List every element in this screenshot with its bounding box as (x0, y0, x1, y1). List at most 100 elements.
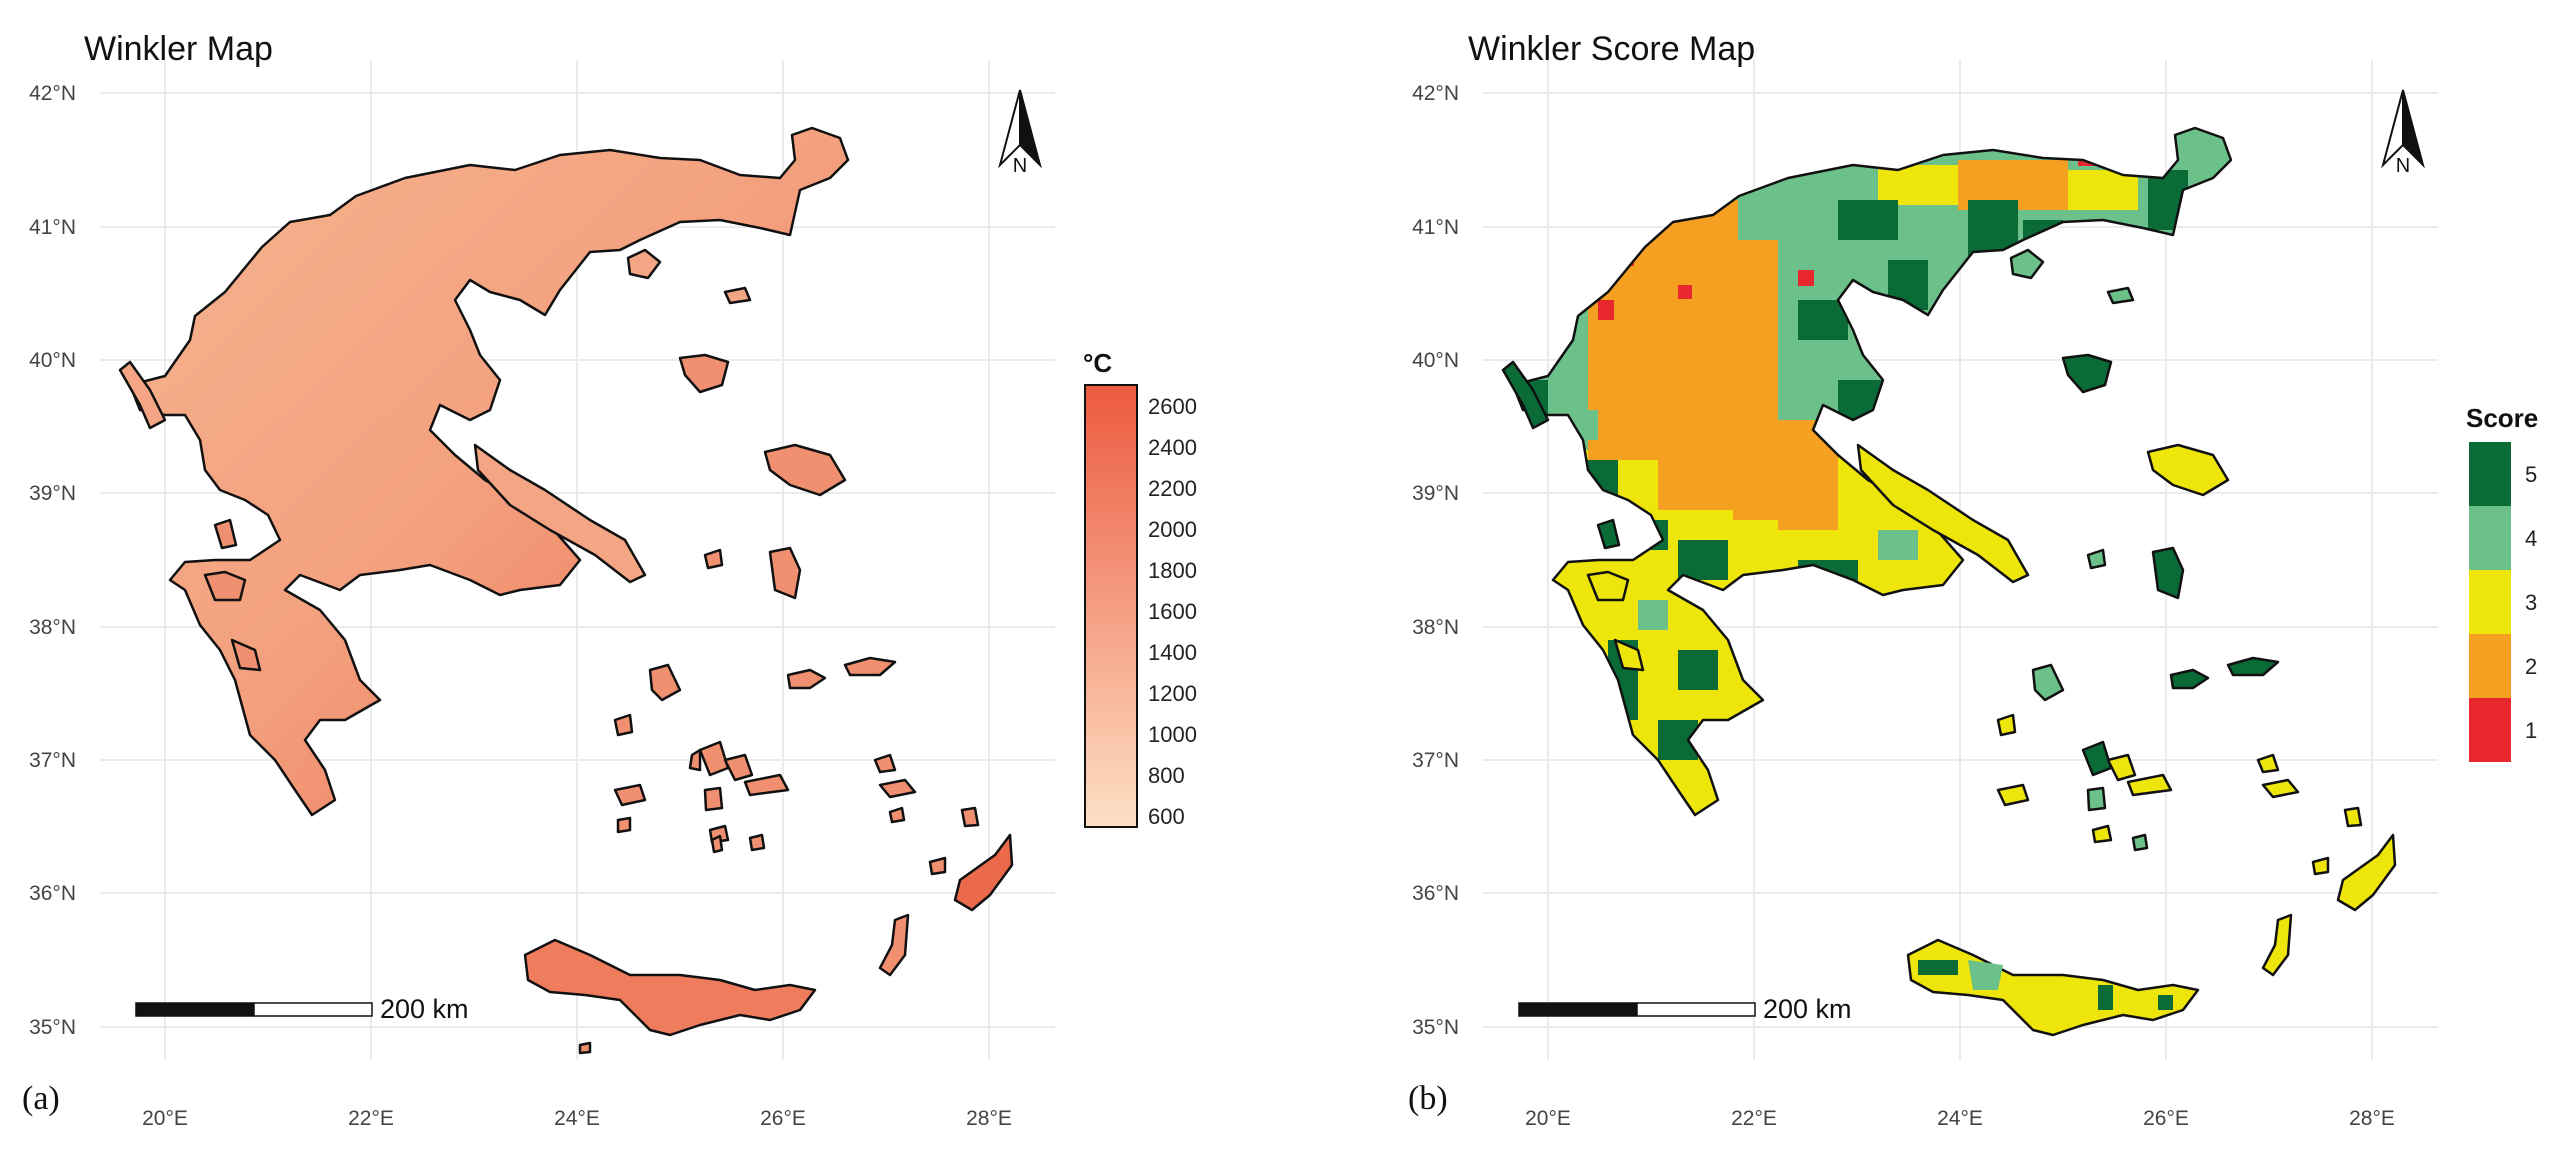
dodecanese-island (2256, 753, 2280, 774)
lefkada-island (213, 518, 238, 550)
dodecanese-island (960, 806, 980, 828)
skyros-island (2086, 548, 2107, 570)
zakynthos-island (230, 638, 262, 672)
cyclades-island (698, 740, 730, 777)
lesvos-island (2146, 443, 2230, 497)
scale-bar (1518, 1002, 1756, 1017)
limnos-island (2061, 353, 2113, 394)
legend-tick: 1800 (1148, 558, 1197, 583)
lat-label: 35°N (1412, 1016, 1459, 1039)
panel-label: (b) (1408, 1080, 1448, 1117)
samos-island (2169, 668, 2210, 690)
north-letter: N (2396, 155, 2410, 177)
panel-title: Winkler Score Map (1468, 30, 1756, 68)
lat-label: 38°N (29, 616, 76, 639)
mainland-greece (128, 126, 850, 817)
legend-tick: 2600 (1148, 394, 1197, 419)
kasos-karpathos-island (878, 913, 910, 977)
small-island (578, 1041, 592, 1055)
lat-label: 41°N (29, 216, 76, 239)
legend-tick: 1000 (1148, 722, 1197, 747)
lon-label: 26°E (760, 1107, 806, 1130)
legend-tick: 800 (1148, 763, 1185, 788)
lat-label: 42°N (1412, 82, 1459, 105)
ikaria-island (2226, 656, 2280, 677)
cyclades-island (723, 753, 754, 782)
lon-label: 24°E (1937, 1107, 1983, 1130)
legend-swatch-1 (2469, 698, 2511, 762)
legend-label: 1 (2525, 718, 2537, 743)
scale-bar (135, 1002, 373, 1017)
dodecanese-island (2343, 806, 2363, 828)
dodecanese-island (710, 834, 724, 854)
kefalonia-island (1586, 570, 1630, 602)
lat-label: 37°N (29, 749, 76, 772)
lat-label: 39°N (1412, 482, 1459, 505)
cyclades-island (2081, 740, 2113, 777)
legend-label: 4 (2525, 526, 2537, 551)
thasos-island (626, 248, 662, 280)
samothrace-island (2106, 286, 2135, 305)
lon-tick-labels: 20°E 22°E 24°E 26°E 28°E (1525, 1107, 2395, 1130)
lat-label: 41°N (1412, 216, 1459, 239)
samothrace-island (723, 286, 752, 305)
chios-island (2151, 546, 2185, 600)
panel-label: (a) (22, 1080, 60, 1117)
skyros-island (703, 548, 724, 570)
legend-swatch-2 (2469, 634, 2511, 698)
lon-label: 28°E (966, 1107, 1012, 1130)
islands (1501, 248, 2397, 1037)
dodecanese-island (2311, 856, 2330, 876)
cyclades-island (2031, 663, 2065, 702)
lat-label: 40°N (1412, 349, 1459, 372)
north-arrow-icon: N (2381, 89, 2425, 177)
cyclades-island (2126, 773, 2173, 797)
kefalonia-island (203, 570, 247, 602)
cyclades-island (1996, 783, 2030, 807)
legend-label: 5 (2525, 462, 2537, 487)
legend-tick: 2000 (1148, 517, 1197, 542)
evia-island (1856, 443, 2030, 584)
cyclades-island (613, 713, 634, 737)
color-legend (1084, 384, 1138, 828)
greece-landmass (118, 126, 1014, 1055)
legend-label: 3 (2525, 590, 2537, 615)
corfu-island (1501, 360, 1550, 430)
lon-label: 28°E (2349, 1107, 2395, 1130)
legend-ticks: 2600 2400 2200 2000 1800 1600 1400 1200 … (1148, 394, 1197, 829)
legend-tick: 2200 (1148, 476, 1197, 501)
crete-island (1906, 938, 2200, 1037)
lat-label: 38°N (1412, 616, 1459, 639)
mainland-greece (1511, 126, 2233, 817)
limnos-island (678, 353, 730, 394)
crete-green-patch (1968, 960, 2003, 990)
samos-island (786, 668, 827, 690)
scale-bar-label: 200 km (380, 994, 469, 1024)
lon-label: 22°E (1731, 1107, 1777, 1130)
rhodes-island (2336, 833, 2397, 912)
kasos-karpathos-island (2261, 913, 2293, 977)
dodecanese-island (878, 778, 917, 799)
cyclades-island (2091, 824, 2113, 844)
evia-island (473, 443, 647, 584)
cyclades-island (2086, 786, 2107, 812)
lon-label: 24°E (554, 1107, 600, 1130)
cyclades-island (616, 816, 632, 834)
scale-bar-label: 200 km (1763, 994, 1852, 1024)
north-arrow-icon: N (998, 89, 1042, 177)
color-ramp (1084, 384, 1138, 828)
cyclades-island (648, 663, 682, 702)
lat-label: 35°N (29, 1016, 76, 1039)
lat-label: 42°N (29, 82, 76, 105)
lat-tick-labels: 42°N 41°N 40°N 39°N 38°N 37°N 36°N 35°N (29, 82, 76, 1039)
lat-label: 40°N (29, 349, 76, 372)
map-plot-a: 42°N 41°N 40°N 39°N 38°N 37°N 36°N 35°N … (29, 60, 1197, 1130)
cyclades-island (703, 786, 724, 812)
legend-tick: 600 (1148, 804, 1185, 829)
legend-swatch-5 (2469, 442, 2511, 506)
lon-tick-labels: 20°E 22°E 24°E 26°E 28°E (142, 1107, 1012, 1130)
lat-tick-labels: 42°N 41°N 40°N 39°N 38°N 37°N 36°N 35°N (1412, 82, 1459, 1039)
north-letter: N (1013, 155, 1027, 177)
legend-swatch-4 (2469, 506, 2511, 570)
score-legend (2469, 442, 2511, 762)
